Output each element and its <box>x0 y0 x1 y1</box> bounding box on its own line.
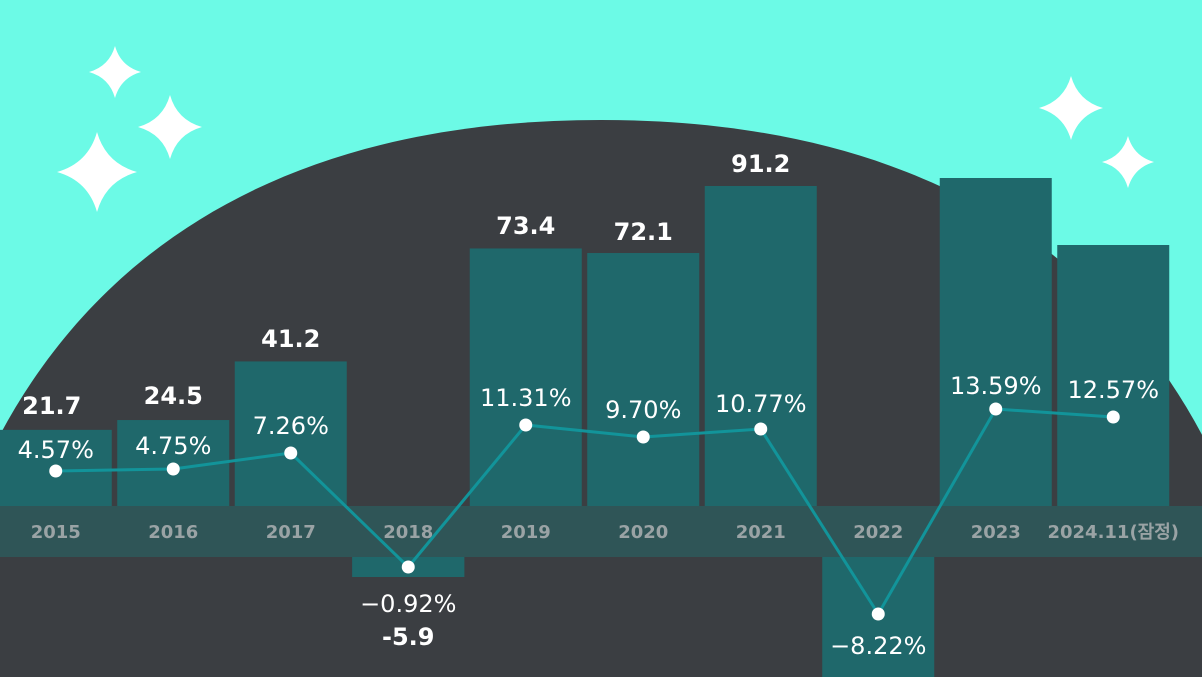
growth-rate-label: 11.31% <box>480 384 572 412</box>
category-label: 2019 <box>501 522 551 543</box>
bar <box>1057 245 1170 506</box>
sparkle-icon <box>57 132 137 212</box>
growth-rate-label: 9.70% <box>605 396 681 424</box>
growth-point <box>754 422 768 436</box>
growth-point <box>636 430 650 444</box>
data-labels: 21.7 24.5 41.2 -5.9 73.4 72.1 91.2 4.57% 4.75% 7.… <box>18 150 1159 660</box>
bar <box>469 248 582 506</box>
growth-rate-label: 7.26% <box>253 412 329 440</box>
growth-point <box>519 418 533 432</box>
bar-value-label: 21.7 <box>22 392 81 420</box>
bar-value-label: 73.4 <box>496 212 555 240</box>
bar <box>587 253 700 506</box>
growth-rate-label: 13.59% <box>950 372 1042 400</box>
bar <box>939 178 1052 506</box>
category-label: 2022 <box>853 522 903 543</box>
growth-point <box>989 402 1003 416</box>
sparkle-icon <box>138 95 202 159</box>
category-labels: 2015 2016 2017 2018 2019 2020 2021 2022 2023 2024… <box>31 522 1179 543</box>
growth-rate-label: −0.92% <box>360 590 456 618</box>
sparkle-decorations <box>57 46 1154 212</box>
bar-value-label: 24.5 <box>144 382 203 410</box>
category-label: 2020 <box>618 522 668 543</box>
category-label: 2017 <box>266 522 316 543</box>
category-label: 2018 <box>383 522 433 543</box>
bar-value-label: 91.2 <box>731 150 790 178</box>
growth-point <box>166 462 180 476</box>
growth-point <box>871 607 885 621</box>
bar-value-label: -5.9 <box>382 623 434 651</box>
growth-point <box>1106 410 1120 424</box>
growth-rate-label: 4.75% <box>135 432 211 460</box>
growth-point <box>284 446 298 460</box>
growth-rate-label: −8.22% <box>830 632 926 660</box>
category-band <box>0 506 1202 577</box>
category-label: 2021 <box>736 522 786 543</box>
sparkle-icon <box>1039 76 1103 140</box>
bar-value-label: 72.1 <box>614 218 673 246</box>
sparkle-icon <box>89 46 141 98</box>
growth-rate-label: 10.77% <box>715 390 807 418</box>
bar-value-label: 41.2 <box>261 325 320 353</box>
growth-line <box>55 407 1114 617</box>
category-band-strip <box>0 506 1202 557</box>
category-label: 2024.11(잠정) <box>1047 522 1179 543</box>
category-label: 2015 <box>31 522 81 543</box>
category-label: 2016 <box>148 522 198 543</box>
growth-point <box>49 464 63 478</box>
category-label: 2023 <box>971 522 1021 543</box>
growth-rate-label: 12.57% <box>1067 376 1159 404</box>
bar <box>234 361 347 506</box>
growth-rate-label: 4.57% <box>18 436 94 464</box>
sparkle-icon <box>1102 136 1154 188</box>
bar-layer <box>0 178 1170 677</box>
growth-line-layer <box>49 402 1120 621</box>
growth-point <box>401 560 415 574</box>
bar <box>704 186 817 506</box>
